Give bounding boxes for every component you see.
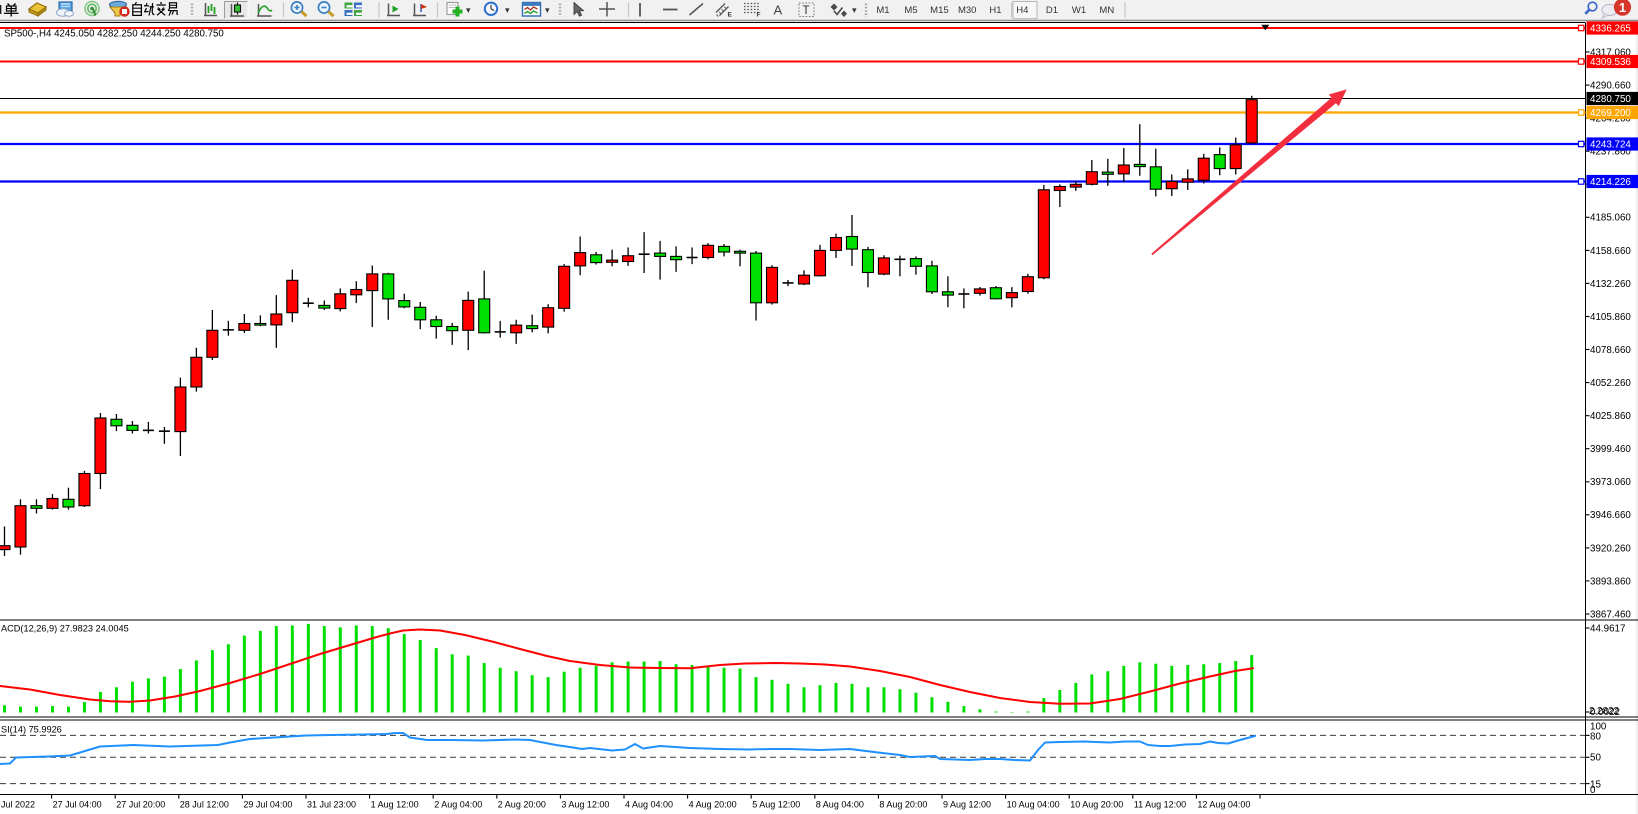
svg-text:3920.260: 3920.260 bbox=[1590, 543, 1631, 554]
svg-text:4237.860: 4237.860 bbox=[1590, 147, 1631, 158]
svg-text:4317.060: 4317.060 bbox=[1590, 47, 1631, 58]
svg-text:4105.860: 4105.860 bbox=[1590, 312, 1631, 323]
svg-text:M1: M1 bbox=[876, 5, 889, 16]
svg-text:W1: W1 bbox=[1072, 5, 1086, 16]
svg-text:4336.265: 4336.265 bbox=[1590, 24, 1631, 35]
svg-text:2 Aug 04:00: 2 Aug 04:00 bbox=[434, 800, 482, 810]
svg-text:Jul 2022: Jul 2022 bbox=[1, 800, 35, 810]
svg-text:31 Jul 23:00: 31 Jul 23:00 bbox=[307, 800, 356, 810]
svg-text:M5: M5 bbox=[904, 5, 917, 16]
svg-text:M15: M15 bbox=[930, 5, 948, 16]
svg-text:▾: ▾ bbox=[466, 5, 471, 15]
svg-text:4025.860: 4025.860 bbox=[1590, 411, 1631, 422]
svg-text:▾: ▾ bbox=[505, 5, 510, 15]
svg-text:▾: ▾ bbox=[852, 5, 857, 15]
svg-text:1 Aug 12:00: 1 Aug 12:00 bbox=[371, 800, 419, 810]
svg-text:27 Jul 20:00: 27 Jul 20:00 bbox=[116, 800, 165, 810]
svg-text:ACD(12,26,9) 27.9823 24.0045: ACD(12,26,9) 27.9823 24.0045 bbox=[1, 624, 129, 634]
svg-text:28 Jul 12:00: 28 Jul 12:00 bbox=[180, 800, 229, 810]
svg-text:50: 50 bbox=[1590, 753, 1601, 764]
svg-text:2.2822: 2.2822 bbox=[1589, 706, 1619, 717]
svg-text:2 Aug 20:00: 2 Aug 20:00 bbox=[498, 800, 546, 810]
svg-text:100: 100 bbox=[1590, 721, 1607, 732]
svg-text:3946.660: 3946.660 bbox=[1590, 510, 1631, 521]
svg-text:4243.724: 4243.724 bbox=[1590, 140, 1631, 151]
svg-text:4280.750: 4280.750 bbox=[1590, 94, 1631, 105]
svg-text:D1: D1 bbox=[1046, 5, 1058, 16]
svg-text:SI(14) 75.9926: SI(14) 75.9926 bbox=[1, 725, 62, 735]
svg-text:3867.460: 3867.460 bbox=[1590, 609, 1631, 620]
svg-text:5 Aug 12:00: 5 Aug 12:00 bbox=[752, 800, 800, 810]
svg-text:3973.060: 3973.060 bbox=[1590, 477, 1631, 488]
svg-text:SP500-,H4 4245.050 4282.250 4: SP500-,H4 4245.050 4282.250 4244.250 428… bbox=[4, 29, 224, 40]
svg-text:T: T bbox=[803, 5, 810, 17]
svg-text:8 Aug 04:00: 8 Aug 04:00 bbox=[816, 800, 864, 810]
svg-text:0.0022: 0.0022 bbox=[1590, 707, 1620, 718]
svg-text:10 Aug 04:00: 10 Aug 04:00 bbox=[1007, 800, 1060, 810]
svg-text:3893.860: 3893.860 bbox=[1590, 576, 1631, 587]
svg-text:29 Jul 04:00: 29 Jul 04:00 bbox=[243, 800, 292, 810]
svg-text:1: 1 bbox=[1619, 0, 1626, 15]
svg-text:11 Aug 12:00: 11 Aug 12:00 bbox=[1134, 800, 1186, 810]
svg-text:80: 80 bbox=[1590, 731, 1601, 742]
svg-text:4185.060: 4185.060 bbox=[1590, 213, 1631, 224]
svg-text:4290.660: 4290.660 bbox=[1590, 81, 1631, 92]
svg-text:4 Aug 04:00: 4 Aug 04:00 bbox=[625, 800, 673, 810]
svg-text:10 Aug 20:00: 10 Aug 20:00 bbox=[1070, 800, 1123, 810]
svg-text:F: F bbox=[757, 12, 761, 19]
svg-text:44.9617: 44.9617 bbox=[1590, 623, 1625, 634]
svg-text:E: E bbox=[728, 12, 733, 19]
svg-text:A: A bbox=[774, 3, 783, 18]
svg-text:8 Aug 20:00: 8 Aug 20:00 bbox=[879, 800, 927, 810]
svg-text:▾: ▾ bbox=[545, 5, 550, 15]
svg-text:15: 15 bbox=[1590, 779, 1601, 790]
svg-text:4132.260: 4132.260 bbox=[1590, 279, 1631, 290]
svg-text:H4: H4 bbox=[1016, 5, 1028, 16]
svg-text:4 Aug 20:00: 4 Aug 20:00 bbox=[689, 800, 737, 810]
svg-text:M30: M30 bbox=[958, 5, 976, 16]
svg-text:4309.536: 4309.536 bbox=[1590, 57, 1631, 68]
svg-text:MN: MN bbox=[1099, 5, 1114, 16]
svg-text:0: 0 bbox=[1590, 785, 1596, 796]
svg-text:12 Aug 04:00: 12 Aug 04:00 bbox=[1197, 800, 1250, 810]
svg-text:27 Jul 04:00: 27 Jul 04:00 bbox=[53, 800, 102, 810]
svg-text:4269.200: 4269.200 bbox=[1590, 108, 1631, 119]
svg-text:4158.660: 4158.660 bbox=[1590, 246, 1631, 257]
svg-text:4052.260: 4052.260 bbox=[1590, 378, 1631, 389]
svg-text:H1: H1 bbox=[989, 5, 1001, 16]
svg-text:3 Aug 12:00: 3 Aug 12:00 bbox=[561, 800, 609, 810]
svg-text:4214.226: 4214.226 bbox=[1590, 177, 1631, 188]
svg-text:3999.460: 3999.460 bbox=[1590, 444, 1631, 455]
svg-text:9 Aug 12:00: 9 Aug 12:00 bbox=[943, 800, 991, 810]
svg-text:4078.660: 4078.660 bbox=[1590, 345, 1631, 356]
